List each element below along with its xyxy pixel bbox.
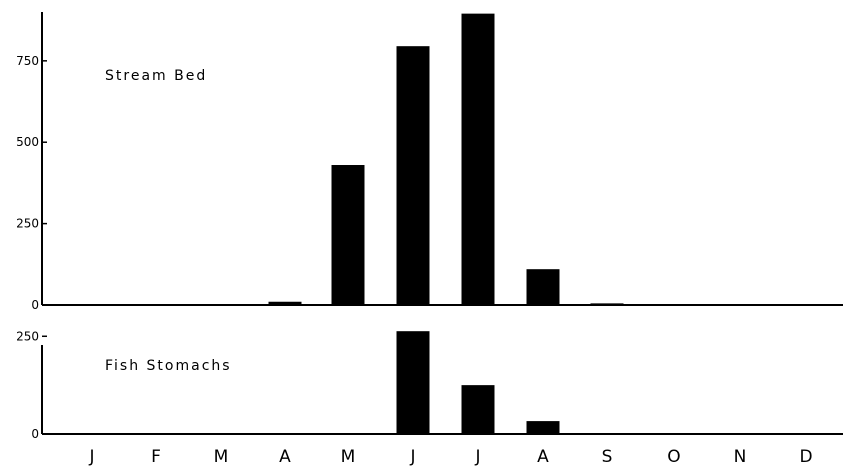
- month-label: O: [667, 447, 680, 466]
- stream-bed-y-tick-label: 0: [31, 298, 39, 312]
- fish-stomachs-title: Fish Stomachs: [105, 358, 232, 374]
- stream-bed-y-tick-label: 750: [16, 54, 39, 68]
- stream-bed-bar-8: [590, 303, 624, 305]
- stream-bed-y-tick-label: 500: [16, 135, 39, 149]
- stream-bed-bar-7: [526, 269, 560, 305]
- fish-stomachs-y-tick-label: 250: [16, 329, 39, 343]
- month-label: M: [214, 447, 229, 466]
- fish-stomachs-bar-7: [526, 421, 560, 434]
- month-label: J: [88, 447, 94, 466]
- stream-bed-title: Stream Bed: [105, 68, 207, 84]
- month-label: J: [409, 447, 415, 466]
- fish-stomachs-y-tick-label: 0: [31, 427, 39, 441]
- stream-bed-bar-3: [268, 301, 302, 305]
- stream-bed-bar-4: [331, 165, 365, 305]
- month-label: M: [341, 447, 356, 466]
- stream-bed-bar-6: [461, 13, 495, 306]
- month-label: F: [151, 447, 161, 466]
- stream-bed-y-tick-label: 250: [16, 217, 39, 231]
- fish-stomachs-bar-6: [461, 385, 495, 434]
- month-label: D: [799, 447, 812, 466]
- month-label: S: [602, 447, 613, 466]
- month-label: J: [474, 447, 480, 466]
- fish-stomachs-panel: Fish Stomachs 0 250: [16, 329, 843, 441]
- fish-stomachs-bar-5: [396, 331, 430, 434]
- stream-bed-panel: Stream Bed 0 250 500 750: [16, 12, 843, 312]
- stream-bed-bar-5: [396, 46, 430, 305]
- month-label: A: [537, 447, 549, 466]
- month-label: A: [279, 447, 291, 466]
- month-label: N: [734, 447, 747, 466]
